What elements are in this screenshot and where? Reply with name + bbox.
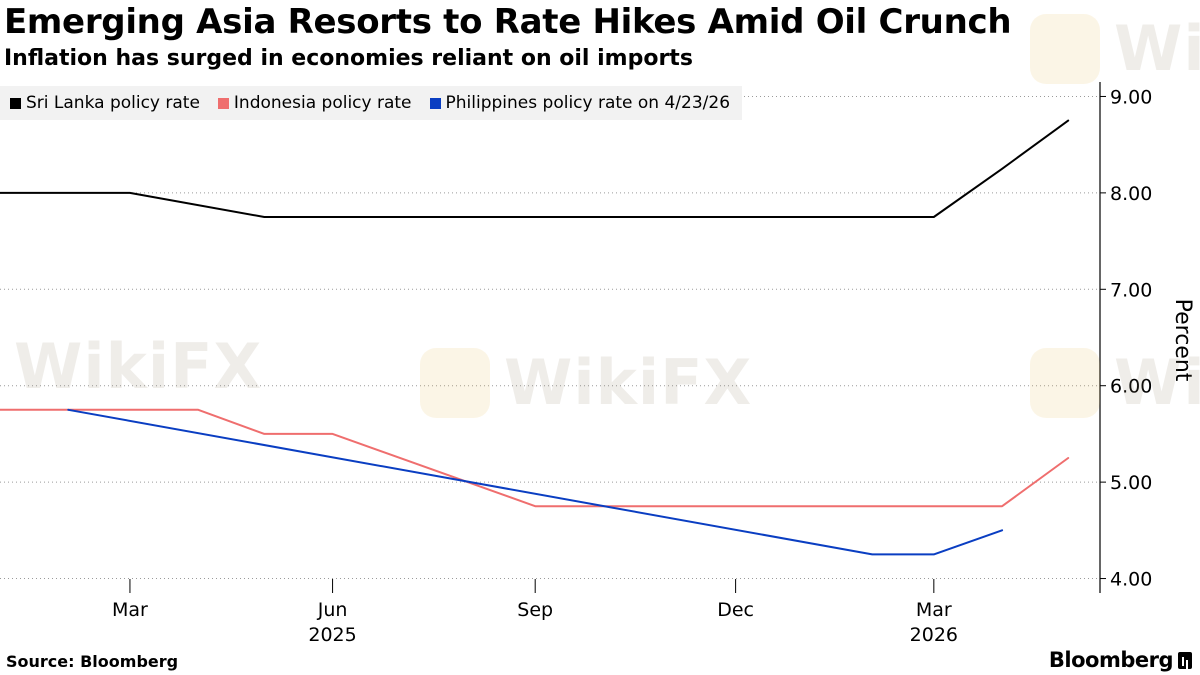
y-tick-label: 7.00 — [1110, 279, 1152, 301]
y-tick-label: 8.00 — [1110, 183, 1152, 205]
legend-item-philippines: Philippines policy rate on 4/23/26 — [429, 93, 731, 113]
x-tick-label: Mar — [112, 599, 148, 621]
legend-label-sri-lanka: Sri Lanka policy rate — [26, 93, 200, 113]
x-year-label: 2025 — [308, 624, 356, 646]
logo-text: Bloomberg — [1048, 648, 1174, 672]
chart-gridlines — [0, 95, 1100, 580]
y-tick-label: 9.00 — [1110, 86, 1152, 108]
series-line-1 — [0, 408, 1070, 508]
y-tick-label: 6.00 — [1110, 376, 1152, 398]
source-note: Source: Bloomberg — [6, 652, 179, 671]
legend-item-sri-lanka: Sri Lanka policy rate — [10, 93, 200, 113]
x-year-label: 2026 — [910, 624, 958, 646]
x-tick-label: Jun — [317, 599, 348, 621]
series-line-2 — [67, 408, 1004, 556]
x-tick-label: Mar — [916, 599, 952, 621]
x-tick-label: Sep — [517, 599, 553, 621]
legend-label-philippines: Philippines policy rate on 4/23/26 — [445, 93, 731, 113]
bloomberg-mark-icon — [1178, 651, 1192, 669]
y-tick-label: 5.00 — [1110, 472, 1152, 494]
legend-swatch-indonesia — [217, 97, 229, 109]
bloomberg-logo: Bloomberg — [1049, 648, 1192, 672]
chart-axes: 4.00 5.00 6.00 7.00 8.00 9.00 Mar Jun 2025 Sep Dec… — [112, 82, 1152, 646]
legend-swatch-sri-lanka — [10, 97, 21, 109]
legend-label-indonesia: Indonesia policy rate — [233, 93, 412, 113]
y-tick-label: 4.00 — [1110, 569, 1152, 591]
chart-subtitle: Inflation has surged in economies relian… — [4, 46, 693, 71]
series-line-0 — [0, 119, 1070, 218]
chart-legend: Sri Lanka policy rate Indonesia policy r… — [0, 86, 743, 120]
x-tick-label: Dec — [717, 599, 754, 621]
legend-item-indonesia: Indonesia policy rate — [217, 93, 412, 113]
chart-series — [0, 119, 1070, 556]
legend-swatch-philippines — [429, 97, 441, 109]
chart-title: Emerging Asia Resorts to Rate Hikes Amid… — [4, 2, 1012, 42]
y-axis-label: Percent — [1170, 299, 1195, 382]
